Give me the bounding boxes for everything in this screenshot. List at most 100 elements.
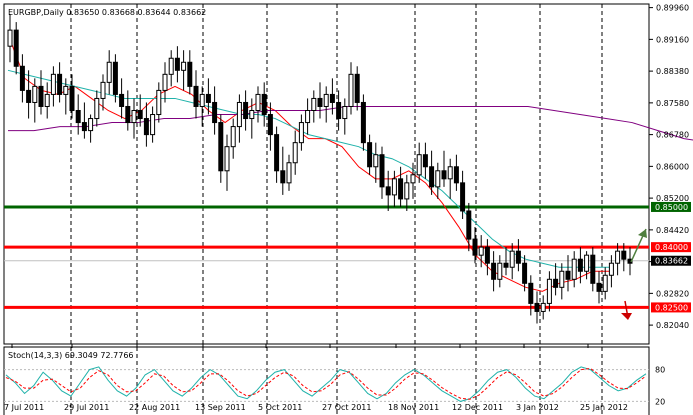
candle-body <box>447 166 453 180</box>
candle-body <box>379 154 385 188</box>
candle-body <box>323 93 329 107</box>
candle-body <box>472 238 478 256</box>
candle-body <box>466 210 472 240</box>
y-tick-label: 0.89160 <box>656 35 689 44</box>
candle-body <box>590 254 596 284</box>
candle-body <box>515 250 521 264</box>
candle-body <box>212 101 218 124</box>
candle-body <box>57 73 63 95</box>
candle-body <box>596 282 602 292</box>
candle-body <box>410 174 416 184</box>
candle-body <box>205 93 211 103</box>
candle-body <box>150 114 156 136</box>
candle-body <box>32 85 38 103</box>
chart-title: EURGBP,Daily 0.83650 0.83668 0.83644 0.8… <box>8 8 206 17</box>
candle-body <box>88 118 94 132</box>
candle-body <box>360 101 366 144</box>
level-label: 0.82500 <box>655 303 688 312</box>
candle-body <box>187 61 193 87</box>
candle-body <box>193 85 199 107</box>
y-tick-label: 0.86000 <box>656 162 689 171</box>
x-tick-label: 25 Jan 2012 <box>580 403 628 412</box>
candle-body <box>236 101 242 128</box>
candle-body <box>534 302 540 312</box>
candle-body <box>385 186 391 196</box>
candle-body <box>249 110 255 120</box>
candle-body <box>528 282 534 304</box>
candle-body <box>63 85 69 95</box>
candle-body <box>559 270 565 288</box>
candle-body <box>181 61 187 71</box>
candle-body <box>162 73 168 91</box>
candle-body <box>404 182 410 200</box>
candle-body <box>131 110 137 124</box>
candle-body <box>416 154 422 176</box>
up-arrowhead <box>638 229 647 238</box>
stoch-level-label: 80 <box>655 366 665 375</box>
candle-body <box>336 101 342 120</box>
arrows <box>621 228 647 320</box>
stochastic-title: Stoch(14,3,3) 69.3049 72.7766 <box>8 351 134 360</box>
candle-body <box>546 278 552 304</box>
candle-body <box>441 170 447 180</box>
candle-body <box>348 73 354 107</box>
candle-body <box>119 93 125 107</box>
candle-body <box>286 162 292 184</box>
level-label-box <box>651 255 691 266</box>
candle-body <box>280 170 286 184</box>
y-tick-label: 0.88380 <box>656 67 689 76</box>
candle-body <box>305 110 311 124</box>
y-tick-label: 0.84420 <box>656 226 689 235</box>
stoch-signal-line <box>5 368 647 400</box>
candle-body <box>267 114 273 136</box>
candle-body <box>311 97 317 112</box>
level-label: 0.85000 <box>655 203 688 212</box>
y-axis: 0.89960 0.89160 0.88380 0.87580 0.86780 0.860… <box>649 4 691 330</box>
candle-body <box>292 142 298 164</box>
candle-body <box>156 89 162 116</box>
x-tick-label: 13 Sep 2011 <box>195 403 246 412</box>
ma-line <box>7 69 610 268</box>
candle-body <box>577 258 583 272</box>
candle-body <box>429 166 435 188</box>
candle-body <box>224 146 230 172</box>
stoch-main-line <box>5 366 647 402</box>
candle-body <box>50 73 56 95</box>
main-plot-area <box>3 3 650 345</box>
candle-body <box>435 170 441 188</box>
candle-body <box>398 178 404 200</box>
candle-body <box>298 122 304 144</box>
candle-body <box>460 182 466 212</box>
candle-body <box>608 262 614 276</box>
candle-body <box>125 105 131 124</box>
candle-body <box>168 57 174 75</box>
candle-body <box>329 93 335 103</box>
candle-body <box>243 101 249 120</box>
candle-body <box>373 154 379 168</box>
candle-body <box>503 262 509 268</box>
candle-body <box>38 85 44 107</box>
stoch-level-label: 20 <box>655 397 665 406</box>
stochastic-plot-area <box>3 346 650 415</box>
y-tick-label: 0.87580 <box>656 99 689 108</box>
candle-body <box>317 97 323 107</box>
candle-body <box>94 97 100 120</box>
x-tick-label: 29 Jul 2011 <box>64 403 109 412</box>
x-axis: 7 Jul 2011 29 Jul 2011 22 Aug 2011 13 Sep 2… <box>4 344 628 412</box>
level-label-box <box>651 302 691 313</box>
candle-body <box>137 110 143 120</box>
candle-body <box>230 126 236 148</box>
candle-body <box>354 73 360 103</box>
candle-body <box>484 246 490 264</box>
level-label-box <box>651 201 691 212</box>
candle-body <box>13 29 19 67</box>
y-tick-label: 0.85200 <box>656 194 689 203</box>
candle-body <box>26 89 32 103</box>
y-tick-label: 0.86780 <box>656 131 689 140</box>
candle-body <box>81 122 87 132</box>
x-tick-label: 5 Oct 2011 <box>258 403 302 412</box>
candle-body <box>218 122 224 172</box>
candle-body <box>255 93 261 112</box>
candle-body <box>491 262 497 280</box>
candle-body <box>478 246 484 256</box>
